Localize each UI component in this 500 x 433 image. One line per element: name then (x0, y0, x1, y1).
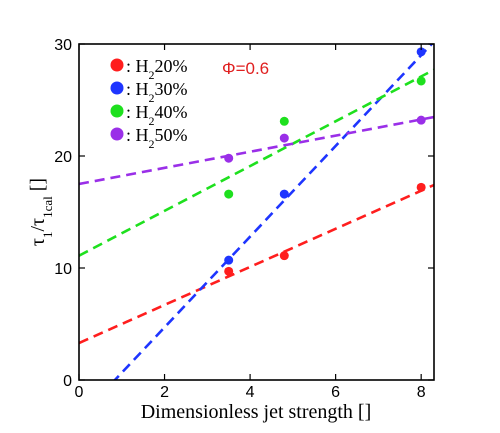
y-axis-title-sub2: 1cal (40, 196, 55, 218)
data-point (416, 182, 426, 192)
data-point (224, 153, 234, 163)
plot-frame (78, 43, 435, 381)
data-point (416, 76, 426, 86)
y-axis-title-mid: /τ (27, 218, 49, 232)
legend: : H220%: H230%: H240%: H250% (110, 56, 188, 151)
legend-label: : H240% (126, 102, 188, 128)
fit-line (113, 44, 434, 380)
y-tick-label: 10 (54, 261, 72, 278)
x-tick-label: 4 (246, 384, 255, 401)
y-axis-title-main: τ (27, 238, 49, 246)
data-point (416, 47, 426, 57)
data-points (224, 47, 426, 276)
data-point (279, 251, 289, 261)
x-tick-label: 8 (417, 384, 426, 401)
x-tick-label: 6 (331, 384, 340, 401)
axis-ticks: 0 2 4 6 8 0 10 20 30 (54, 37, 434, 401)
fit-line (79, 115, 434, 186)
legend-marker (110, 104, 124, 118)
legend-label: : H250% (126, 125, 188, 151)
fit-lines (79, 44, 434, 380)
data-point (279, 133, 289, 143)
fit-line (79, 183, 434, 345)
legend-marker (110, 127, 124, 141)
legend-marker (110, 58, 124, 72)
y-axis-title: τ1/τ1cal [] (27, 178, 55, 246)
y-axis-title-sub1: 1 (40, 232, 55, 239)
legend-marker (110, 81, 124, 95)
data-point (224, 255, 234, 265)
x-axis-title: Dimensionless jet strength [] (141, 401, 372, 423)
phi-annotation: Φ=0.6 (222, 59, 269, 78)
legend-label: : H230% (126, 79, 188, 105)
data-point (224, 266, 234, 276)
y-tick-label: 30 (54, 37, 72, 54)
x-tick-label: 0 (75, 384, 84, 401)
x-tick-label: 2 (160, 384, 169, 401)
data-point (279, 189, 289, 199)
fit-line (79, 68, 434, 257)
data-point (279, 116, 289, 126)
legend-label: : H220% (126, 56, 188, 82)
y-axis-title-tail: [] (27, 178, 49, 196)
y-tick-label: 20 (54, 149, 72, 166)
y-tick-label: 0 (63, 373, 72, 390)
data-point (416, 115, 426, 125)
data-point (224, 189, 234, 199)
